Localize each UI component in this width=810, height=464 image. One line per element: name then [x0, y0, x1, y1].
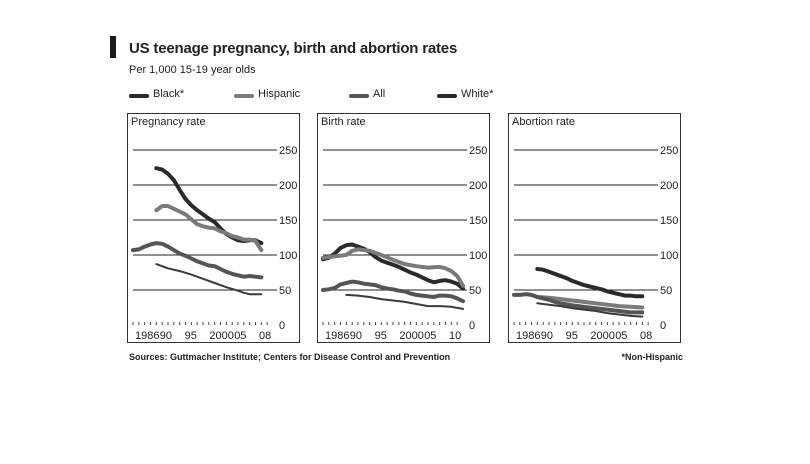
x-tick-label: 2000 [590, 330, 614, 342]
chart-pregnancy-rate: 0 50 100 150 200 250 1986 90 95 2000 05 08 [131, 145, 297, 342]
x-tick-label: 08 [259, 330, 271, 342]
y-tick-label: 200 [279, 180, 297, 192]
chart-subtitle: Per 1,000 15-19 year olds [129, 64, 256, 76]
y-tick-label: 50 [469, 285, 481, 297]
x-tick-label: 05 [234, 330, 246, 342]
panel-pregnancy-rate: Pregnancy rate 0 50 100 150 200 250 1986 90 95 20… [127, 113, 300, 343]
x-tick-label: 10 [449, 330, 461, 342]
x-tick-label: 05 [424, 330, 436, 342]
y-tick-label: 200 [469, 180, 487, 192]
legend-label-all: All [373, 88, 386, 100]
x-tick-label: 1986 [135, 330, 159, 342]
legend-swatch-black [129, 94, 149, 98]
y-tick-label: 50 [660, 285, 672, 297]
x-tick-label: 08 [640, 330, 652, 342]
series-line-black [535, 267, 645, 299]
x-tick-label: 2000 [209, 330, 233, 342]
series-line-hispanic [535, 295, 645, 310]
legend-swatch-white [437, 94, 457, 98]
x-tick-label: 95 [566, 330, 578, 342]
panel-title-abortion: Abortion rate [512, 116, 575, 128]
panel-title-birth: Birth rate [321, 116, 366, 128]
chart-title: US teenage pregnancy, birth and abortion… [129, 40, 458, 57]
y-tick-label: 200 [660, 180, 678, 192]
x-tick-label: 95 [375, 330, 387, 342]
y-tick-label: 150 [660, 215, 678, 227]
legend-swatch-hispanic [234, 94, 254, 98]
y-tick-label: 0 [469, 320, 475, 332]
series-line-all [131, 241, 264, 280]
x-tick-label: 95 [185, 330, 197, 342]
source-note: Sources: Guttmacher Institute; Centers f… [129, 352, 451, 362]
x-tick-label: 2000 [399, 330, 423, 342]
series-line-black [154, 166, 264, 246]
x-tick-label: 1986 [516, 330, 540, 342]
legend-label-hispanic: Hispanic [258, 88, 301, 100]
y-tick-label: 50 [279, 285, 291, 297]
series-line-all [512, 292, 645, 315]
legend: Black* Hispanic All White* [129, 88, 689, 104]
panel-title-pregnancy: Pregnancy rate [131, 116, 206, 128]
legend-label-black: Black* [153, 88, 185, 100]
y-tick-label: 250 [469, 145, 487, 157]
x-tick-label: 90 [541, 330, 553, 342]
panel-birth-rate: Birth rate 0 50 100 150 200 250 1986 90 95 2000 05… [317, 113, 490, 343]
series-line-white [345, 293, 464, 310]
series-line-hispanic [321, 247, 465, 288]
x-tick-label: 90 [350, 330, 362, 342]
series-line-hispanic [154, 204, 264, 253]
y-tick-label: 250 [279, 145, 297, 157]
footnote: *Non-Hispanic [621, 352, 683, 362]
panel-abortion-rate: Abortion rate 0 50 100 150 200 250 1986 90 95 200… [508, 113, 681, 343]
y-tick-label: 100 [660, 250, 678, 262]
series-line-all [321, 279, 465, 304]
series-line-black [321, 242, 465, 291]
x-tick-label: 05 [615, 330, 627, 342]
chart-birth-rate: 0 50 100 150 200 250 1986 90 95 2000 05 10 [321, 145, 487, 342]
title-accent-bar [110, 36, 116, 58]
y-tick-label: 150 [469, 215, 487, 227]
series-line-white [536, 302, 644, 318]
y-tick-label: 0 [660, 320, 666, 332]
y-tick-label: 250 [660, 145, 678, 157]
series-line-white [155, 263, 263, 296]
legend-swatch-all [349, 94, 369, 98]
y-tick-label: 100 [279, 250, 297, 262]
y-tick-label: 0 [279, 320, 285, 332]
chart-abortion-rate: 0 50 100 150 200 250 1986 90 95 2000 05 08 [512, 145, 678, 342]
x-tick-label: 1986 [325, 330, 349, 342]
legend-label-white: White* [461, 88, 494, 100]
y-tick-label: 100 [469, 250, 487, 262]
x-tick-label: 90 [160, 330, 172, 342]
y-tick-label: 150 [279, 215, 297, 227]
